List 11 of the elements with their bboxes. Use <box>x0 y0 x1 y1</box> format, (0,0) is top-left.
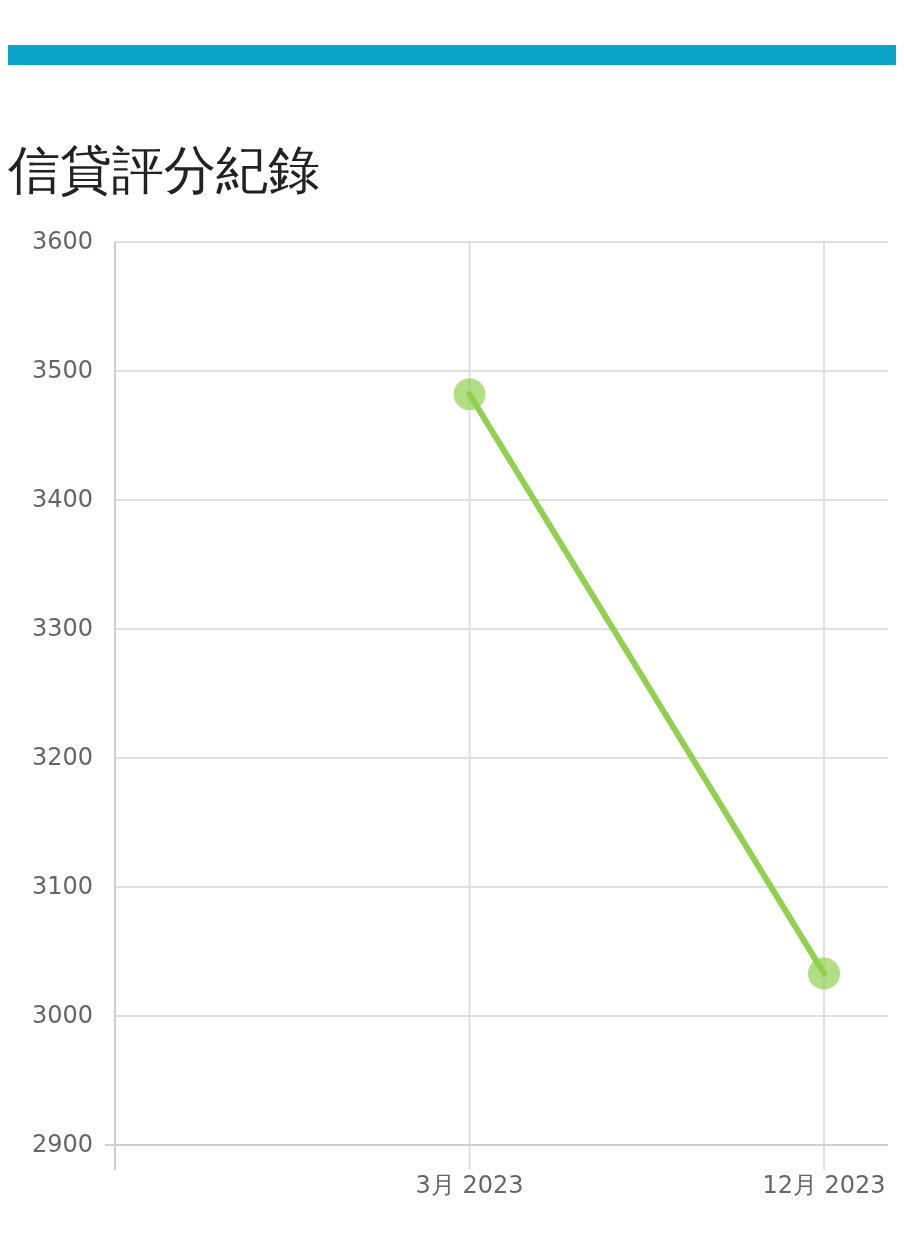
y-tick-label: 3200 <box>31 743 93 771</box>
y-tick-label: 3000 <box>31 1001 93 1029</box>
y-tick-label: 3400 <box>31 485 93 513</box>
chart-title: 信貸評分紀錄 <box>8 140 320 200</box>
x-tick-label: 12月 2023 <box>762 1171 886 1199</box>
y-tick-label: 3600 <box>31 227 93 255</box>
x-tick-label: 3月 2023 <box>415 1171 524 1199</box>
y-tick-label: 2900 <box>31 1130 93 1158</box>
y-tick-label: 3100 <box>31 872 93 900</box>
y-tick-label: 3500 <box>31 356 93 384</box>
y-tick-label: 3300 <box>31 614 93 642</box>
